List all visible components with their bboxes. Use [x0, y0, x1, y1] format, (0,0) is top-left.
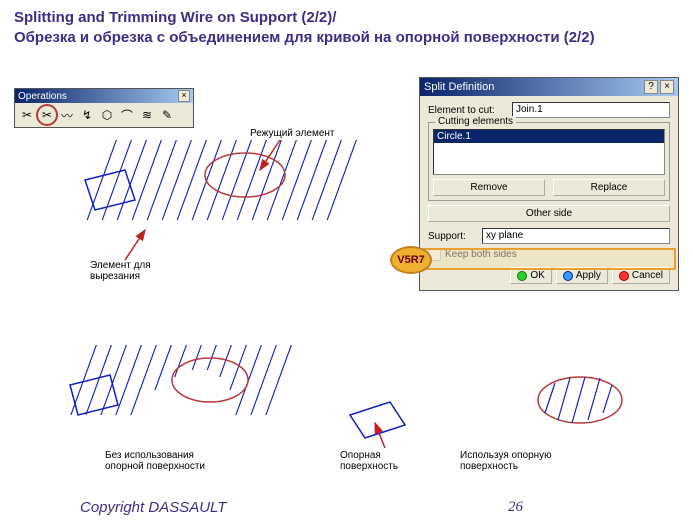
replace-button[interactable]: Replace — [553, 179, 665, 196]
remove-button[interactable]: Remove — [433, 179, 545, 196]
operations-titlebar: Operations × — [15, 89, 193, 103]
dialog-title: Split Definition — [424, 81, 494, 93]
tool-icon-6[interactable]: ⌒ — [118, 106, 136, 124]
cutting-group-label: Cutting elements — [435, 116, 516, 127]
close-icon[interactable]: × — [660, 80, 674, 94]
callout-without-support: Без использования опорной поверхности — [105, 450, 225, 472]
diagram-without-support — [70, 335, 320, 445]
copyright-text: Copyright DASSAULT — [80, 499, 226, 516]
callout-with-support: Используя опорную поверхность — [460, 450, 600, 472]
support-field[interactable]: xy plane — [482, 228, 670, 244]
element-to-cut-label: Element to cut: — [428, 105, 508, 116]
callout-cutting: Режущий элемент — [250, 128, 334, 139]
tool-icon-7[interactable]: ≋ — [138, 106, 156, 124]
cutting-listbox[interactable]: Circle.1 — [433, 129, 665, 175]
element-to-cut-field[interactable]: Join.1 — [512, 102, 670, 118]
operations-toolbar: Operations × ✂ ✂ 〰 ↯ ⬡ ⌒ ≋ ✎ — [14, 88, 194, 128]
title-ru: Обрезка и обрезка с объединением для кри… — [14, 29, 595, 46]
help-icon[interactable]: ? — [644, 80, 658, 94]
tool-icon-split[interactable]: ✂ — [38, 106, 56, 124]
tool-icon-4[interactable]: ↯ — [78, 106, 96, 124]
other-side-button[interactable]: Other side — [428, 205, 670, 222]
title-en: Splitting and Trimming Wire on Support (… — [14, 9, 336, 26]
version-badge: V5R7 — [390, 246, 432, 274]
support-label: Support: — [428, 231, 478, 242]
highlight-support-row — [423, 248, 676, 270]
tool-icon-3[interactable]: 〰 — [58, 106, 76, 124]
list-item[interactable]: Circle.1 — [434, 130, 664, 143]
operations-title: Operations — [18, 91, 67, 102]
tool-icon-8[interactable]: ✎ — [158, 106, 176, 124]
close-icon[interactable]: × — [178, 90, 190, 102]
diagram-with-support — [530, 365, 640, 445]
tool-icon-5[interactable]: ⬡ — [98, 106, 116, 124]
tool-icon-1[interactable]: ✂ — [18, 106, 36, 124]
page-title: Splitting and Trimming Wire on Support (… — [14, 8, 654, 47]
dialog-titlebar: Split Definition ? × — [420, 78, 678, 96]
page-number: 26 — [508, 499, 523, 516]
